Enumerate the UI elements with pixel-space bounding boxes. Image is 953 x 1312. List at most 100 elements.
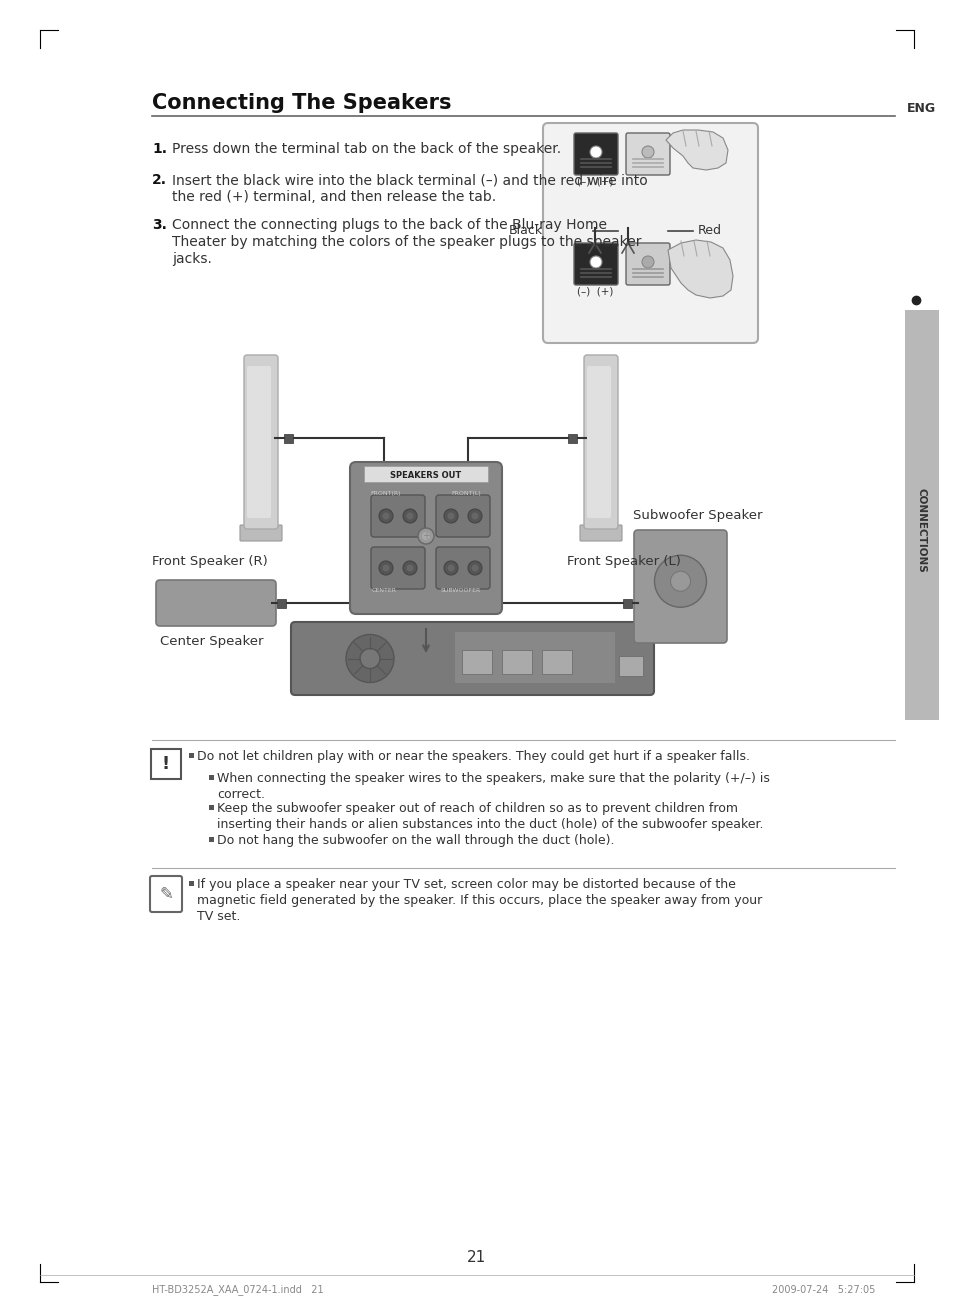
FancyBboxPatch shape — [247, 366, 271, 518]
FancyBboxPatch shape — [371, 547, 424, 589]
FancyBboxPatch shape — [623, 598, 632, 607]
Circle shape — [471, 564, 478, 572]
FancyBboxPatch shape — [240, 525, 282, 541]
Text: Do not hang the subwoofer on the wall through the duct (hole).: Do not hang the subwoofer on the wall th… — [216, 834, 614, 848]
Text: CENTER: CENTER — [371, 588, 396, 593]
Circle shape — [641, 146, 654, 157]
FancyBboxPatch shape — [568, 433, 577, 442]
Circle shape — [421, 531, 430, 541]
Text: If you place a speaker near your TV set, screen color may be distorted because o: If you place a speaker near your TV set,… — [196, 878, 735, 891]
Text: +: + — [421, 531, 430, 541]
Text: inserting their hands or alien substances into the duct (hole) of the subwoofer : inserting their hands or alien substance… — [216, 817, 762, 830]
FancyBboxPatch shape — [625, 133, 669, 174]
Circle shape — [402, 509, 416, 523]
Polygon shape — [665, 130, 727, 171]
Circle shape — [402, 562, 416, 575]
Text: CONNECTIONS: CONNECTIONS — [916, 488, 926, 572]
Circle shape — [406, 513, 413, 520]
Text: Keep the subwoofer speaker out of reach of children so as to prevent children fr: Keep the subwoofer speaker out of reach … — [216, 802, 738, 815]
FancyBboxPatch shape — [625, 243, 669, 285]
Text: !: ! — [162, 754, 170, 773]
FancyBboxPatch shape — [542, 123, 758, 342]
FancyBboxPatch shape — [579, 525, 621, 541]
Text: Insert the black wire into the black terminal (–) and the red wire into: Insert the black wire into the black ter… — [172, 173, 647, 188]
Text: (–)  (+): (–) (+) — [577, 176, 613, 186]
Circle shape — [589, 256, 601, 268]
Bar — [209, 806, 213, 810]
FancyBboxPatch shape — [574, 133, 618, 174]
Text: Theater by matching the colors of the speaker plugs to the speaker: Theater by matching the colors of the sp… — [172, 235, 640, 249]
Text: When connecting the speaker wires to the speakers, make sure that the polarity (: When connecting the speaker wires to the… — [216, 771, 769, 785]
Text: Connecting The Speakers: Connecting The Speakers — [152, 93, 451, 113]
Text: the red (+) terminal, and then release the tab.: the red (+) terminal, and then release t… — [172, 190, 496, 203]
FancyBboxPatch shape — [618, 656, 642, 676]
Bar — [455, 632, 615, 684]
Text: Subwoofer Speaker: Subwoofer Speaker — [633, 509, 761, 522]
FancyBboxPatch shape — [277, 598, 286, 607]
FancyBboxPatch shape — [583, 356, 618, 529]
Bar — [364, 466, 488, 482]
Circle shape — [641, 256, 654, 268]
Text: 2.: 2. — [152, 173, 167, 188]
Circle shape — [378, 562, 393, 575]
Text: Red: Red — [698, 224, 721, 237]
Text: SUBWOOFER: SUBWOOFER — [440, 588, 480, 593]
Circle shape — [447, 564, 454, 572]
Circle shape — [443, 562, 457, 575]
FancyBboxPatch shape — [634, 530, 726, 643]
Text: jacks.: jacks. — [172, 252, 212, 266]
Text: (–)  (+): (–) (+) — [577, 286, 613, 297]
Circle shape — [406, 564, 413, 572]
Bar — [209, 775, 213, 781]
FancyBboxPatch shape — [371, 495, 424, 537]
FancyBboxPatch shape — [284, 433, 294, 442]
Text: magnetic field generated by the speaker. If this occurs, place the speaker away : magnetic field generated by the speaker.… — [196, 893, 761, 907]
Circle shape — [382, 564, 389, 572]
FancyBboxPatch shape — [156, 580, 275, 626]
Text: 1.: 1. — [152, 142, 167, 156]
Circle shape — [417, 527, 434, 544]
Text: correct.: correct. — [216, 789, 265, 802]
Polygon shape — [667, 240, 732, 298]
Text: SPEAKERS OUT: SPEAKERS OUT — [390, 471, 461, 479]
Text: Connect the connecting plugs to the back of the Blu-ray Home: Connect the connecting plugs to the back… — [172, 218, 606, 232]
Circle shape — [471, 513, 478, 520]
Text: HT-BD3252A_XAA_0724-1.indd   21: HT-BD3252A_XAA_0724-1.indd 21 — [152, 1284, 323, 1295]
FancyBboxPatch shape — [291, 622, 654, 695]
FancyBboxPatch shape — [541, 649, 572, 674]
Text: Center Speaker: Center Speaker — [160, 635, 263, 648]
FancyBboxPatch shape — [150, 876, 182, 912]
Bar — [189, 880, 193, 886]
FancyBboxPatch shape — [436, 495, 490, 537]
Text: FRONT(L): FRONT(L) — [451, 492, 480, 496]
Circle shape — [359, 648, 379, 669]
Text: FRONT(R): FRONT(R) — [371, 492, 401, 496]
Circle shape — [670, 571, 690, 592]
Circle shape — [443, 509, 457, 523]
Bar — [189, 753, 193, 758]
FancyBboxPatch shape — [586, 366, 610, 518]
Text: 2009-07-24   5:27:05: 2009-07-24 5:27:05 — [771, 1284, 874, 1295]
Text: TV set.: TV set. — [196, 911, 240, 924]
FancyBboxPatch shape — [501, 649, 532, 674]
FancyBboxPatch shape — [461, 649, 492, 674]
Bar — [904, 310, 938, 720]
Bar — [209, 837, 213, 842]
Circle shape — [589, 146, 601, 157]
FancyBboxPatch shape — [151, 749, 181, 779]
Text: Press down the terminal tab on the back of the speaker.: Press down the terminal tab on the back … — [172, 142, 560, 156]
Circle shape — [346, 635, 394, 682]
Circle shape — [447, 513, 454, 520]
Text: Front Speaker (L): Front Speaker (L) — [566, 555, 680, 568]
FancyBboxPatch shape — [350, 462, 501, 614]
Circle shape — [378, 509, 393, 523]
FancyBboxPatch shape — [574, 243, 618, 285]
Text: 3.: 3. — [152, 218, 167, 232]
FancyBboxPatch shape — [436, 547, 490, 589]
Text: ENG: ENG — [905, 101, 935, 114]
Text: 21: 21 — [467, 1250, 486, 1266]
Text: ✎: ✎ — [159, 886, 172, 903]
Text: Front Speaker (R): Front Speaker (R) — [152, 555, 268, 568]
Text: Do not let children play with or near the speakers. They could get hurt if a spe: Do not let children play with or near th… — [196, 750, 749, 764]
FancyBboxPatch shape — [244, 356, 277, 529]
